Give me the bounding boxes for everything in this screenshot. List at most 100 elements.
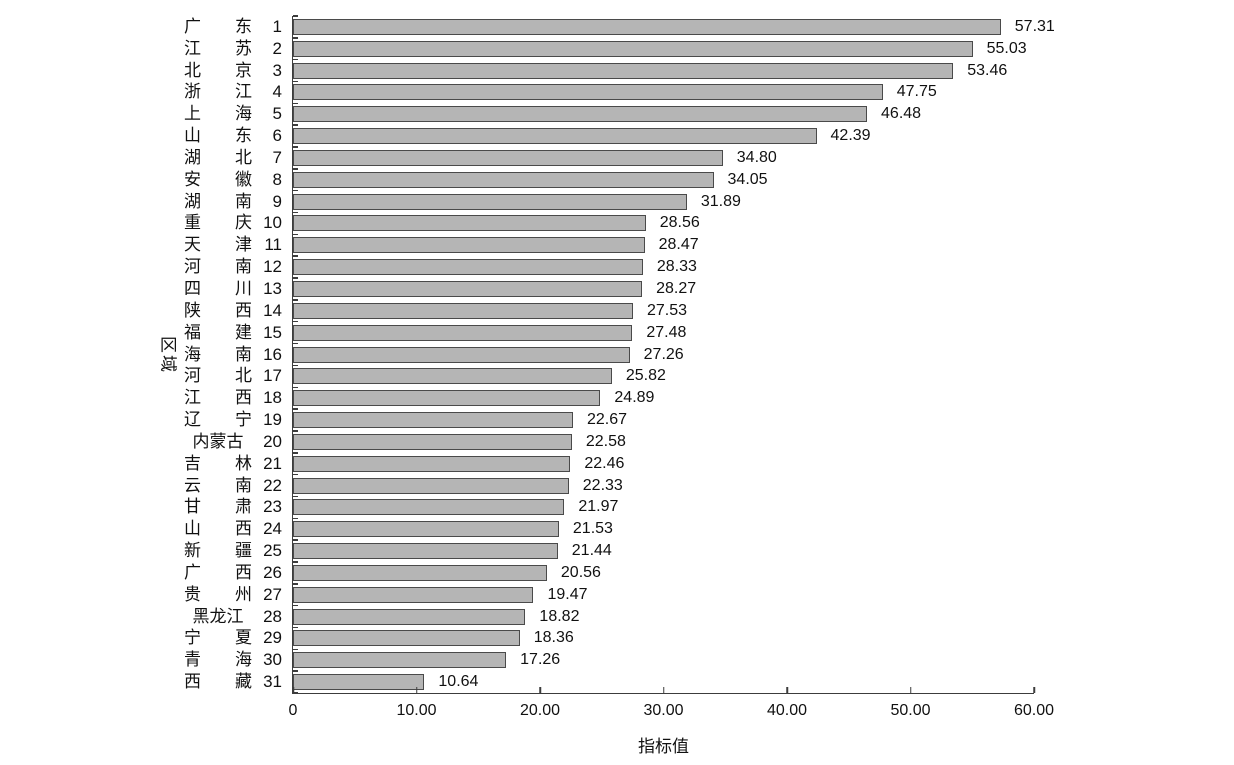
category-label: 新疆 25 xyxy=(184,540,282,562)
province-char: 南 xyxy=(235,257,252,277)
province-char: 河 xyxy=(184,366,201,386)
category-label: 海南 16 xyxy=(184,344,282,366)
province-char: 江 xyxy=(226,606,244,626)
province-char: 北 xyxy=(235,366,252,386)
province-char: 四 xyxy=(184,278,201,298)
bar-value-label: 25.82 xyxy=(625,367,666,385)
rank-label: 3 xyxy=(272,60,282,80)
bar-value-label: 21.97 xyxy=(578,498,619,516)
x-tick-label: 0 xyxy=(288,702,298,719)
category-label: 江西 18 xyxy=(184,387,282,409)
bar xyxy=(293,128,817,145)
category-label: 福建 15 xyxy=(184,322,282,344)
province-char: 广 xyxy=(184,16,201,36)
bar xyxy=(293,324,633,341)
province-name: 重庆 xyxy=(184,212,252,234)
x-tick-label: 10.00 xyxy=(396,702,437,719)
province-char: 青 xyxy=(184,650,201,670)
rank-label: 27 xyxy=(263,584,282,604)
rank-label: 13 xyxy=(263,278,282,298)
bar-value-label: 31.89 xyxy=(700,192,741,210)
rank-label: 2 xyxy=(272,38,282,58)
province-char: 南 xyxy=(235,344,252,364)
province-char: 南 xyxy=(235,191,252,211)
y-tick xyxy=(293,37,298,39)
bar-value-label: 21.44 xyxy=(571,542,612,560)
province-char: 陕 xyxy=(184,300,201,320)
bar xyxy=(293,674,425,691)
rank-label: 15 xyxy=(263,322,282,342)
bar xyxy=(293,106,868,123)
bar xyxy=(293,237,645,254)
rank-label: 12 xyxy=(263,257,282,277)
rank-label: 11 xyxy=(264,235,282,255)
rank-label: 4 xyxy=(272,82,282,102)
category-label: 重庆 10 xyxy=(184,212,282,234)
province-char: 徽 xyxy=(235,169,252,189)
province-name: 西藏 xyxy=(184,671,252,693)
plot-area: 指标值 区域 57.31 广东 1 55.03 江苏 2 53.46 北京 3 47.75 浙江 4 4… xyxy=(159,15,1055,756)
province-char: 藏 xyxy=(235,672,252,692)
bar xyxy=(293,62,954,79)
bar xyxy=(293,171,714,188)
bar xyxy=(293,18,1001,35)
rank-label: 16 xyxy=(263,344,282,364)
province-char: 海 xyxy=(235,104,252,124)
bar-value-label: 17.26 xyxy=(520,651,561,669)
province-name: 新疆 xyxy=(184,540,252,562)
rank-label: 5 xyxy=(272,104,282,124)
province-char: 河 xyxy=(184,257,201,277)
province-char: 川 xyxy=(235,278,252,298)
province-name: 河南 xyxy=(184,256,252,278)
province-name: 山东 xyxy=(184,125,252,147)
province-name: 辽宁 xyxy=(184,409,252,431)
category-label: 宁夏 29 xyxy=(184,627,282,649)
bar-value-label: 53.46 xyxy=(967,61,1008,79)
category-label: 云南 22 xyxy=(184,475,282,497)
rank-label: 28 xyxy=(263,606,282,626)
bar-value-label: 28.47 xyxy=(658,236,699,254)
y-tick xyxy=(293,452,298,454)
rank-label: 18 xyxy=(263,388,282,408)
bar xyxy=(293,433,572,450)
bar-value-label: 27.53 xyxy=(646,301,688,319)
province-name: 海南 xyxy=(184,344,252,366)
x-tick-label: 20.00 xyxy=(519,702,561,719)
y-tick xyxy=(293,189,298,192)
bar-value-label: 57.31 xyxy=(1014,17,1055,35)
bar xyxy=(293,193,687,210)
province-name: 四川 xyxy=(184,278,252,300)
bar-value-label: 46.48 xyxy=(881,105,922,123)
category-label: 内蒙古 20 xyxy=(184,431,283,453)
y-tick xyxy=(293,255,298,257)
x-tick xyxy=(1033,687,1035,693)
bar-value-label: 10.64 xyxy=(438,673,479,691)
province-name: 河北 xyxy=(184,365,252,387)
category-label: 山西 24 xyxy=(184,518,282,540)
bar-value-label: 20.56 xyxy=(560,563,601,581)
bar-value-label: 22.67 xyxy=(586,411,628,429)
rank-label: 24 xyxy=(263,519,282,539)
bar-value-label: 19.47 xyxy=(547,585,588,603)
y-tick xyxy=(293,102,298,105)
province-char: 辽 xyxy=(184,410,201,430)
province-char: 江 xyxy=(184,388,201,408)
province-char: 南 xyxy=(235,475,252,495)
province-char: 甘 xyxy=(184,497,201,517)
province-char: 福 xyxy=(184,322,201,342)
bar xyxy=(293,215,646,232)
bar xyxy=(293,259,643,276)
bar-value-label: 34.05 xyxy=(727,170,768,188)
rank-label: 9 xyxy=(272,191,282,211)
rank-label: 6 xyxy=(272,126,282,146)
province-name: 湖南 xyxy=(184,191,252,213)
bar xyxy=(293,280,643,297)
province-char: 林 xyxy=(235,453,252,473)
province-char: 苏 xyxy=(235,38,252,58)
province-name: 安徽 xyxy=(184,169,252,191)
category-label: 黑龙江 28 xyxy=(184,606,283,628)
rank-label: 1 xyxy=(272,16,282,36)
